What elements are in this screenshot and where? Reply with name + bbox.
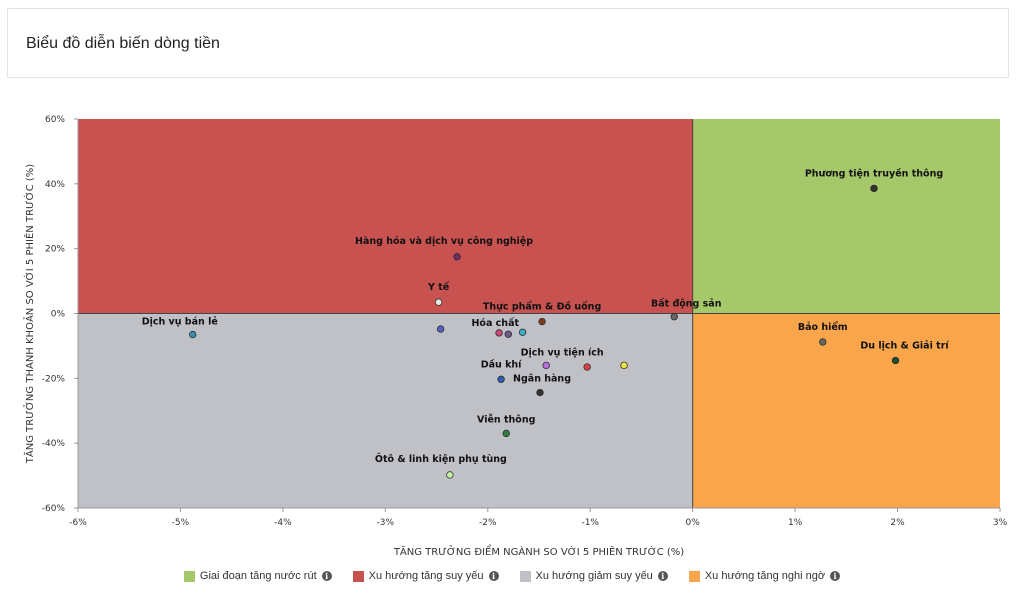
x-tick-label: -6% — [69, 518, 87, 528]
data-point — [453, 253, 461, 261]
data-point — [497, 375, 505, 383]
x-tick-label: 0% — [686, 518, 701, 528]
x-tick-label: -3% — [377, 518, 395, 528]
x-tick-label: 3% — [993, 518, 1008, 528]
data-point — [670, 313, 678, 321]
info-icon[interactable]: i — [657, 571, 668, 581]
quadrant-region — [692, 313, 1000, 508]
legend-item-xu-huong-tang-suy-yeu[interactable]: Xu hướng tăng suy yếu i — [352, 570, 499, 582]
data-point-label: Bất động sản — [651, 299, 722, 310]
x-tick-label: -1% — [581, 518, 599, 528]
info-icon[interactable]: i — [321, 571, 332, 581]
legend-item-giai-doan-tang-nuoc-rut[interactable]: Giai đoạn tăng nước rút i — [183, 570, 332, 582]
legend-label: Xu hướng tăng nghi ngờ — [704, 570, 826, 582]
data-point-label: Du lịch & Giải trí — [860, 341, 949, 352]
y-tick-label: -40% — [42, 439, 66, 449]
quadrant-region — [78, 313, 693, 508]
data-point-label: Ngân hàng — [513, 374, 571, 385]
x-tick-label: 2% — [890, 518, 905, 528]
data-point-label: Viễn thông — [477, 414, 535, 425]
data-point — [870, 184, 878, 193]
data-point-label: Dịch vụ bán lẻ — [142, 317, 218, 328]
y-tick-label: 20% — [45, 245, 65, 255]
data-point-label: Thực phẩm & Đồ uống — [483, 302, 601, 313]
quadrant-region — [78, 119, 693, 314]
data-point — [437, 325, 445, 333]
x-tick-label: -4% — [274, 518, 292, 528]
data-point — [891, 356, 900, 365]
y-axis-title: TĂNG TRƯỞNG THANH KHOẢN SO VỚI 5 PHIÊN T… — [22, 164, 36, 464]
y-tick-label: 40% — [45, 180, 65, 190]
data-point — [189, 330, 197, 339]
legend-label: Xu hướng tăng suy yếu — [368, 570, 484, 582]
data-point — [583, 363, 591, 371]
legend-swatch — [352, 570, 364, 582]
data-point — [502, 429, 510, 438]
data-point — [495, 329, 503, 337]
legend-swatch — [688, 570, 700, 582]
x-axis-title: TĂNG TRƯỞNG ĐIỂM NGÀNH SO VỚI 5 PHIÊN TR… — [393, 544, 684, 558]
y-tick-label: -20% — [42, 374, 66, 384]
data-point-label: Hàng hóa và dịch vụ công nghiệp — [355, 236, 533, 247]
legend-label: Giai đoạn tăng nước rút — [199, 570, 317, 582]
data-point — [538, 317, 546, 326]
data-point — [504, 330, 512, 338]
x-tick-label: 1% — [788, 518, 803, 528]
data-point — [819, 338, 827, 346]
data-point — [446, 471, 454, 479]
chart-legend: Giai đoạn tăng nước rút i Xu hướng tăng … — [0, 566, 1024, 586]
y-tick-label: -60% — [42, 504, 66, 514]
data-point-label: Bảo hiểm — [798, 321, 848, 333]
data-point-label: Hóa chất — [471, 318, 519, 329]
legend-swatch — [519, 570, 531, 582]
data-point-label: Dịch vụ tiện ích — [521, 347, 604, 358]
data-point-label: Y tế — [427, 282, 450, 293]
y-tick-label: 60% — [45, 115, 65, 125]
x-tick-label: -5% — [172, 518, 190, 528]
x-tick-label: -2% — [479, 518, 497, 528]
quadrant-region — [692, 119, 1000, 314]
legend-item-xu-huong-giam-suy-yeu[interactable]: Xu hướng giảm suy yếu i — [519, 570, 668, 582]
data-point — [620, 361, 628, 370]
legend-swatch — [183, 570, 195, 582]
y-tick-label: 0% — [51, 310, 66, 320]
data-point — [536, 388, 544, 397]
info-icon[interactable]: i — [488, 571, 499, 581]
data-point — [518, 328, 527, 336]
card-title: Biểu đồ diễn biến dòng tiền — [26, 35, 220, 52]
chart-card-header: Biểu đồ diễn biến dòng tiền — [7, 8, 1009, 78]
legend-label: Xu hướng giảm suy yếu — [535, 570, 653, 582]
data-point — [542, 361, 550, 370]
data-point-label: Dầu khí — [481, 359, 522, 370]
legend-item-xu-huong-tang-nghi-ngo[interactable]: Xu hướng tăng nghi ngờ i — [688, 570, 841, 582]
data-point-label: Phương tiện truyền thông — [805, 168, 943, 179]
info-icon[interactable]: i — [830, 571, 841, 581]
data-point-label: Ôtô & linh kiện phụ tùng — [375, 453, 507, 465]
data-point — [434, 298, 443, 306]
